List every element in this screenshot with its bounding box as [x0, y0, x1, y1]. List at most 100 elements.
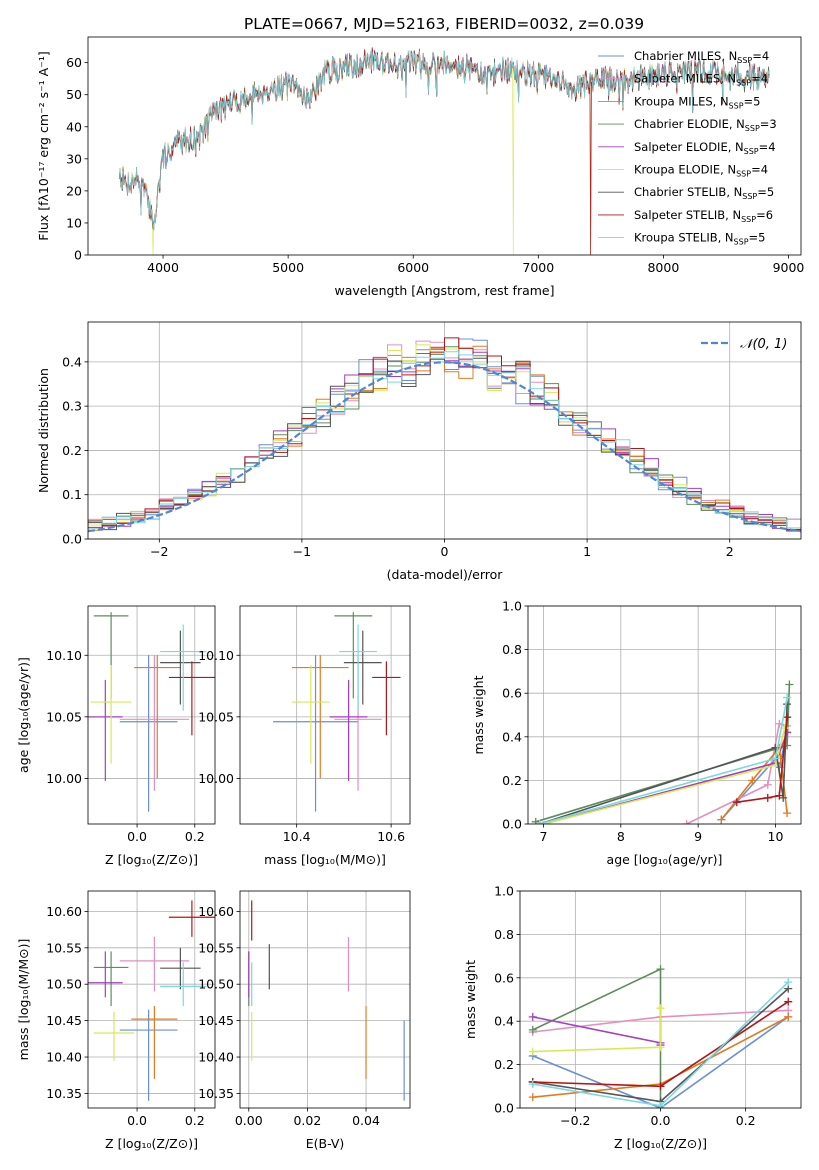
weight-vs-age-series-3-marker: [531, 817, 540, 824]
legend-entry-6: Chabrier STELIB, NSSP=5: [634, 185, 774, 201]
grid-layer: [88, 322, 801, 1109]
hist-series-8: [88, 351, 801, 529]
weight-vs-age-ytick-label: 0.2: [502, 773, 522, 788]
weight-vs-age-series-7: [736, 717, 788, 803]
legend-entry-3-prefix: Chabrier ELODIE, N: [634, 117, 745, 131]
axes-layer: [84, 36, 802, 1112]
weight-vs-z-xtick-label: −0.2: [560, 1113, 590, 1128]
weight-vs-age-ytick-label: 0.8: [502, 642, 522, 657]
legend-entry-4-prefix: Salpeter ELODIE, N: [634, 140, 744, 154]
weight-vs-z-ytick-label: 0.4: [494, 1014, 514, 1029]
spectrum-ytick-label: 20: [66, 183, 82, 198]
weight-vs-age-frame: [527, 605, 802, 825]
legend-entry-8-prefix: Kroupa STELIB, N: [634, 231, 734, 245]
age-vs-z-xlabel: Z [log₁₀(Z/Z⊙)]: [105, 852, 198, 867]
legend-entry-4: Salpeter ELODIE, NSSP=4: [634, 140, 776, 156]
legend-entry-1-sub: SSP: [736, 79, 751, 88]
spectrum-ytick-label: 10: [66, 215, 82, 230]
spectrum-frame: [87, 36, 802, 256]
weight-vs-age-series-5-marker: [539, 820, 548, 824]
mass-vs-z-xlabel: Z [log₁₀(Z/Z⊙)]: [105, 1136, 198, 1151]
weight-vs-age-xtick-label: 9: [694, 829, 702, 844]
weight-vs-z-ylabel: mass weight: [463, 960, 478, 1039]
weight-vs-z-series-0: [532, 1016, 789, 1108]
weight-vs-age-xtick-label: 8: [617, 829, 625, 844]
legend-entry-6-sub: SSP: [742, 192, 757, 201]
spectrum-xtick-label: 6000: [397, 260, 429, 275]
residual-hist-xtick-label: −1: [293, 544, 311, 559]
legend-entry-7-prefix: Salpeter STELIB, N: [634, 208, 741, 222]
weight-vs-age-series-8-marker: [535, 820, 544, 824]
age-vs-mass-ytick-label: 10.05: [198, 709, 234, 724]
spectrum-ytick-label: 60: [66, 55, 82, 70]
mass-vs-z-ytick-label: 10.35: [46, 1086, 82, 1101]
legend-entry-3-suffix: =3: [760, 117, 777, 131]
spectrum-xtick-label: 7000: [522, 260, 554, 275]
residual-hist-xtick-label: −2: [150, 544, 168, 559]
mass-vs-ebv-xtick-label: 0.00: [235, 1113, 263, 1128]
mass-vs-z-xtick-label: 0.0: [127, 1113, 147, 1128]
weight-vs-age-series-3: [535, 684, 791, 823]
weight-vs-z-series-5-marker: [656, 1004, 665, 1013]
weight-vs-age-xlabel: age [log₁₀(age/yr)]: [607, 852, 723, 867]
spectrum-xtick-label: 8000: [647, 260, 679, 275]
age-vs-z-frame: [87, 605, 216, 825]
residual-hist-ylabel: Normed distribution: [36, 368, 51, 493]
weight-vs-age-series-7-marker: [775, 791, 784, 800]
mass-vs-ebv-ytick-label: 10.55: [198, 940, 234, 955]
legend-entry-0-prefix: Chabrier MILES, N: [634, 49, 737, 63]
weight-vs-age-ytick-label: 0.0: [502, 817, 522, 832]
residual-hist-ytick-label: 0.3: [62, 399, 82, 414]
mass-vs-z-ytick-label: 10.45: [46, 1013, 82, 1028]
legend-entry-1: Salpeter MILES, NSSP=4: [634, 72, 768, 88]
residual-hist-ytick-label: 0.1: [62, 487, 82, 502]
residual-hist-xlabel: (data-model)/error: [387, 567, 504, 582]
legend-entry-8: Kroupa STELIB, NSSP=5: [634, 231, 765, 247]
legend-entry-6-prefix: Chabrier STELIB, N: [634, 185, 742, 199]
legend-entry-5-prefix: Kroupa ELODIE, N: [634, 163, 736, 177]
weight-vs-age-series-2-marker: [748, 776, 757, 785]
legend-entry-0-sub: SSP: [737, 56, 752, 65]
weight-vs-age-series-7-marker: [783, 713, 792, 722]
legend-entry-2: Kroupa MILES, NSSP=5: [634, 94, 760, 110]
mass-vs-z-ylabel: mass [log₁₀(M/M⊙)]: [16, 939, 31, 1061]
mass-vs-ebv-frame: [239, 890, 411, 1109]
spectrum-series-8: [118, 50, 770, 231]
legend-entry-8-suffix: =5: [749, 231, 766, 245]
age-vs-mass-xtick-label: 10.4: [283, 829, 311, 844]
data-layer: [88, 47, 801, 1108]
weight-vs-z-series-8-marker: [528, 1080, 537, 1089]
legend-entry-3-sub: SSP: [745, 124, 760, 133]
weight-vs-z-series-5-marker: [656, 1043, 665, 1052]
age-vs-z-ytick-label: 10.10: [46, 648, 82, 663]
weight-vs-age-series-5: [543, 727, 786, 824]
age-vs-z-ylabel: age [log₁₀(age/yr)]: [16, 657, 31, 773]
legend-entry-6-suffix: =5: [757, 185, 774, 199]
weight-vs-z-xlabel: Z [log₁₀(Z/Z⊙)]: [614, 1136, 707, 1151]
legend-entry-0: Chabrier MILES, NSSP=4: [634, 49, 769, 65]
legend-entry-4-sub: SSP: [744, 147, 759, 156]
weight-vs-z-series-4-marker: [528, 1012, 537, 1021]
weight-vs-z-frame: [519, 890, 802, 1109]
age-vs-mass-xlabel: mass [log₁₀(M/M⊙)]: [264, 852, 386, 867]
weight-vs-z-series-7-marker: [656, 1082, 665, 1091]
weight-vs-age-series-8-marker: [771, 754, 780, 763]
weight-vs-z-xtick-label: 0.2: [736, 1113, 756, 1128]
mass-vs-ebv-ytick-label: 10.50: [198, 977, 234, 992]
weight-vs-z-ytick-label: 0.0: [494, 1101, 514, 1116]
spectrum-xtick-label: 4000: [147, 260, 179, 275]
spectrum-ylabel: Flux [fλ10⁻¹⁷ erg cm⁻² s⁻¹ A⁻¹]: [36, 51, 51, 240]
weight-vs-age-xtick-label: 10: [768, 829, 784, 844]
weight-vs-z-series-3-marker: [528, 1025, 537, 1034]
weight-vs-age-series-7-marker: [732, 798, 741, 807]
mass-vs-z-ytick-label: 10.50: [46, 977, 82, 992]
residual-hist-ytick-label: 0.0: [62, 532, 82, 547]
weight-vs-z-series-group: [528, 965, 793, 1108]
weight-vs-age-series-2-marker: [717, 815, 726, 824]
weight-vs-z-series-3-marker: [656, 965, 665, 974]
legend-entry-2-sub: SSP: [729, 101, 744, 110]
figure-title: PLATE=0667, MJD=52163, FIBERID=0032, z=0…: [244, 15, 644, 33]
mass-vs-z-ytick-label: 10.55: [46, 940, 82, 955]
weight-vs-age-xtick-label: 7: [539, 829, 547, 844]
weight-vs-age-series-7-marker: [763, 793, 772, 802]
